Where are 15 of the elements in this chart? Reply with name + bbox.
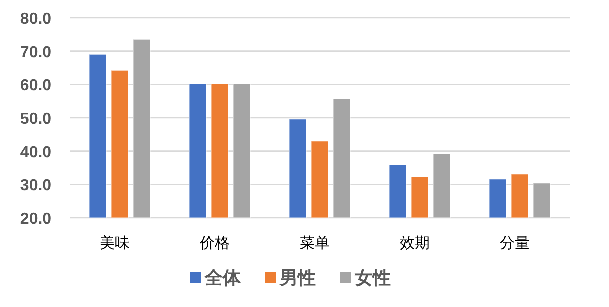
- x-tick-label: 菜单: [300, 235, 330, 252]
- y-tick-label: 20.0: [20, 211, 52, 228]
- x-tick-label: 价格: [199, 235, 230, 252]
- y-tick-label: 60.0: [20, 78, 52, 95]
- y-tick-label: 40.0: [20, 144, 52, 162]
- legend-label: 男性: [279, 268, 316, 288]
- legend-label: 全体: [204, 268, 242, 288]
- y-tick-label: 50.0: [20, 111, 52, 128]
- x-tick-label: 效期: [400, 235, 430, 252]
- x-tick-label: 美味: [100, 235, 130, 252]
- y-tick-label: 80.0: [20, 11, 52, 28]
- x-tick-label: 分量: [500, 235, 530, 252]
- legend-label: 女性: [354, 268, 391, 288]
- y-tick-label: 30.0: [20, 178, 52, 195]
- y-tick-label: 70.0: [20, 44, 52, 62]
